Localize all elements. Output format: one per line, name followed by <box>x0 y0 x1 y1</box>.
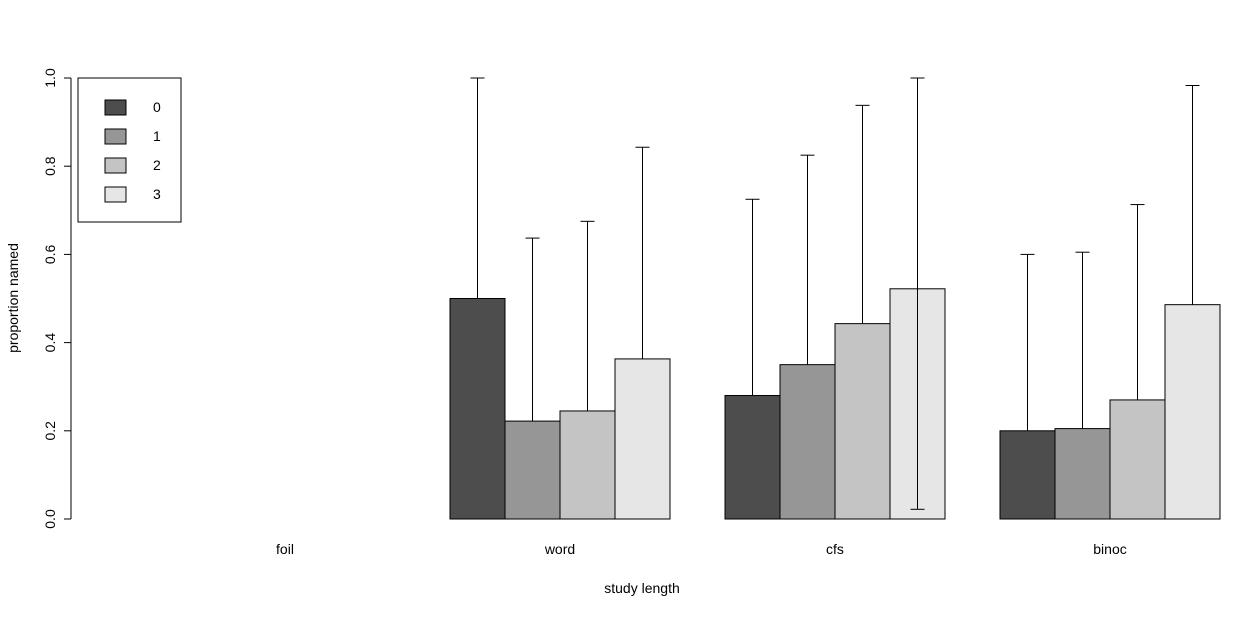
legend-swatch <box>104 128 127 145</box>
y-tick-label: 0.8 <box>42 156 58 176</box>
plot-area <box>449 77 1221 520</box>
legend: 0 1 2 3 <box>77 77 182 223</box>
bar <box>1054 428 1111 520</box>
bar <box>779 364 836 520</box>
legend-box <box>77 77 182 223</box>
legend-label: 1 <box>153 128 161 144</box>
x-axis-label: study length <box>604 580 680 596</box>
bar <box>1164 304 1221 520</box>
bar <box>504 420 561 520</box>
y-tick-label: 0.6 <box>42 244 58 264</box>
bar <box>614 358 671 520</box>
bar <box>834 323 891 520</box>
bar <box>724 395 781 520</box>
category-label: foil <box>276 541 294 557</box>
y-tick-label: 0.4 <box>42 333 58 353</box>
x-axis: foil word cfs binoc <box>276 541 1127 557</box>
y-axis: 0.0 0.2 0.4 0.6 0.8 1.0 <box>42 68 72 529</box>
y-tick-label: 0.2 <box>42 421 58 441</box>
legend-swatch <box>104 99 127 116</box>
bar <box>559 410 616 520</box>
legend-label: 2 <box>153 157 161 173</box>
legend-swatch <box>104 186 127 203</box>
y-axis-label: proportion named <box>5 243 21 353</box>
category-label: word <box>544 541 575 557</box>
category-label: cfs <box>826 541 844 557</box>
y-tick-label: 0.0 <box>42 509 58 529</box>
category-label: binoc <box>1093 541 1126 557</box>
bar <box>999 430 1056 520</box>
bar <box>1109 399 1166 520</box>
bar <box>449 298 506 520</box>
legend-label: 0 <box>153 99 161 115</box>
legend-swatch <box>104 157 127 174</box>
y-tick-label: 1.0 <box>42 68 58 88</box>
legend-label: 3 <box>153 186 161 202</box>
